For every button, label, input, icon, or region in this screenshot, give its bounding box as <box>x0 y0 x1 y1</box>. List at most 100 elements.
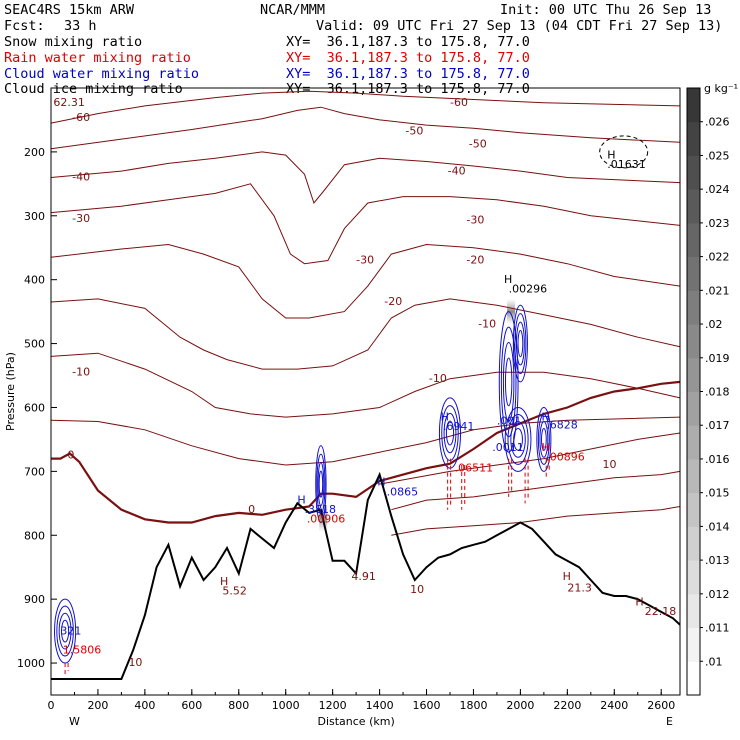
contour-label: H <box>607 148 615 161</box>
contour-label: H <box>297 493 305 506</box>
x-tick-label: 0 <box>48 699 55 712</box>
contour-label: -30 <box>356 254 374 267</box>
colorbar-swatch <box>687 425 700 460</box>
cloud-water-contour <box>502 342 515 422</box>
colorbar-swatch <box>687 155 700 190</box>
field-name-rain: Rain water mixing ratio <box>4 50 191 66</box>
colorbar-tick-label: .023 <box>705 217 730 230</box>
contour-label: .0011 <box>492 441 523 454</box>
colorbar-swatch <box>687 88 700 123</box>
cloud-water-contour <box>504 406 532 472</box>
isotherm-line <box>391 470 681 511</box>
colorbar-tick-label: .016 <box>705 453 730 466</box>
cloud-water-contour <box>512 304 528 383</box>
colorbar-swatch <box>687 324 700 359</box>
contour-label: .06511 <box>455 461 494 474</box>
x-tick-label: 1200 <box>319 699 347 712</box>
isotherm-line <box>50 183 681 265</box>
contour-label: 10 <box>603 458 617 471</box>
forecast-label: Fcst: <box>4 18 45 34</box>
freezing-level-line <box>51 380 681 524</box>
isotherm-line <box>50 106 681 150</box>
contour-label: .00296 <box>509 282 548 295</box>
init-time: Init: 00 UTC Thu 26 Sep 13 <box>500 2 712 18</box>
cloud-water-contour <box>507 414 529 465</box>
cloud-water-contour <box>58 612 72 650</box>
colorbar-tick-label: .022 <box>705 251 730 264</box>
x-tick-label: 2200 <box>553 699 581 712</box>
colorbar-tick-label: .014 <box>705 520 730 533</box>
colorbar-tick-label: .021 <box>705 284 730 297</box>
terrain-line <box>51 471 681 680</box>
isotherm-line <box>50 416 681 466</box>
cloud-water-contour <box>504 357 513 407</box>
colorbar-tick-label: .018 <box>705 386 730 399</box>
contour-label: H <box>377 475 385 488</box>
isotherm-line <box>50 151 681 205</box>
isotherm-line <box>50 352 681 418</box>
cloud-water-contour <box>443 412 457 454</box>
contour-label: H <box>542 441 550 454</box>
cloud-water-contour <box>318 470 324 498</box>
colorbar-tick-label: .025 <box>705 149 730 162</box>
x-tick-label: 600 <box>181 699 202 712</box>
contour-label: 62.31 <box>53 96 85 109</box>
colorbar-unit: g kg⁻¹ <box>704 82 738 95</box>
y-tick-label: 200 <box>24 146 45 159</box>
cloud-water-contour <box>56 605 74 657</box>
x-tick-label: 400 <box>134 699 155 712</box>
x-tick-label: 2000 <box>506 699 534 712</box>
field-xy-rain: XY= 36.1,187.3 to 175.8, 77.0 <box>286 50 530 66</box>
colorbar-swatch <box>687 627 700 662</box>
cloud-water-contour <box>438 397 462 469</box>
y-tick-label: 900 <box>24 593 45 606</box>
y-axis-label: Pressure (hPa) <box>4 352 17 431</box>
contour-label: .0865 <box>387 486 419 499</box>
cloud-water-contour <box>536 406 552 472</box>
field-xy-cloud-ice: XY= 36.1,187.3 to 175.8, 77.0 <box>286 81 530 97</box>
contour-label: .001 <box>497 415 522 428</box>
isotherm-line <box>391 506 681 536</box>
contour-label: 4.91 <box>351 570 376 583</box>
contour-label: -10 <box>72 366 90 379</box>
field-name-snow: Snow mixing ratio <box>4 34 143 50</box>
contour-label: -60 <box>72 111 90 124</box>
contour-label: 1.5806 <box>63 643 102 656</box>
x-tick-label: 1600 <box>413 699 441 712</box>
forecast-hour: 33 h <box>64 18 97 34</box>
west-label: W <box>69 715 80 728</box>
ice-shading <box>507 298 516 325</box>
colorbar-tick-label: .017 <box>705 419 730 432</box>
colorbar-swatch <box>687 357 700 392</box>
contour-label: -10 <box>478 318 496 331</box>
contour-label: 321 <box>60 624 81 637</box>
contour-label: .3818 <box>304 503 336 516</box>
contour-label: H <box>563 570 571 583</box>
contour-label: .6828 <box>546 419 578 432</box>
field-name-cloud-ice: Cloud ice mixing ratio <box>4 81 183 97</box>
center-name: NCAR/MMM <box>260 2 326 18</box>
contour-label: -30 <box>466 213 484 226</box>
cloud-water-contour <box>498 311 519 453</box>
field-xy-cloud-water: XY= 36.1,187.3 to 175.8, 77.0 <box>286 66 530 82</box>
contour-label: 0 <box>248 503 255 516</box>
contour-label: -50 <box>469 137 487 150</box>
colorbar-tick-label: .012 <box>705 588 730 601</box>
contour-label: 21.3 <box>567 581 592 594</box>
cloud-water-contour <box>517 330 524 358</box>
contour-label: 5.52 <box>222 585 247 598</box>
colorbar-swatch <box>687 593 700 629</box>
contour-label: 0 <box>67 449 74 462</box>
cloud-water-contour <box>540 428 547 451</box>
contour-label: -40 <box>448 164 466 177</box>
contour-label: -60 <box>450 96 468 109</box>
colorbar-tick-label: .02 <box>705 318 723 331</box>
contour-label: -50 <box>405 125 423 138</box>
cloud-water-contour <box>315 445 327 523</box>
cloud-ice-contour <box>599 135 649 169</box>
colorbar-swatch <box>687 290 700 325</box>
field-xy-snow: XY= 36.1,187.3 to 175.8, 77.0 <box>286 34 530 50</box>
contour-label: 10 <box>128 656 142 669</box>
east-label: E <box>666 715 673 728</box>
contour-label: -20 <box>466 254 484 267</box>
